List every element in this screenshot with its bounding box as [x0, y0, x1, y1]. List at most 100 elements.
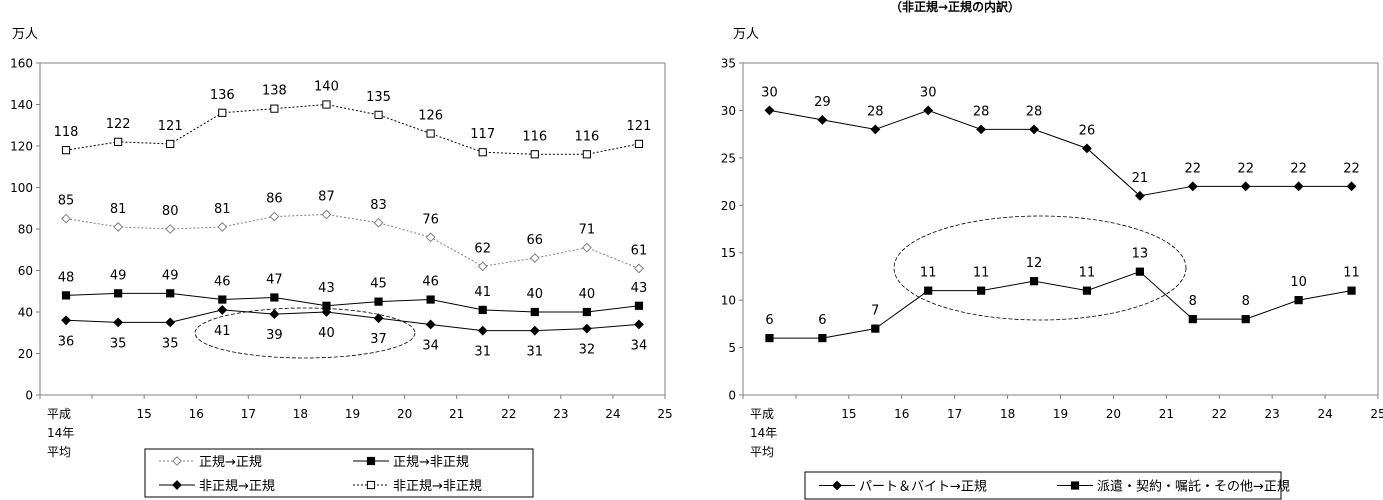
data-label: 28 — [867, 104, 884, 119]
data-label: 11 — [973, 266, 990, 281]
data-label: 40 — [579, 287, 596, 302]
series-line — [66, 292, 640, 313]
data-label: 47 — [266, 272, 283, 287]
data-label: 46 — [214, 275, 231, 290]
data-point — [114, 137, 123, 146]
y-tick-label: 120 — [10, 140, 33, 154]
data-point — [1082, 143, 1092, 154]
y-tick-label: 100 — [10, 181, 33, 195]
data-point — [581, 242, 592, 253]
data-label: 22 — [1185, 161, 1202, 176]
data-label: 22 — [1237, 161, 1254, 176]
data-point — [113, 317, 124, 328]
y-tick-label: 10 — [721, 294, 736, 308]
y-tick-label: 0 — [728, 389, 736, 403]
data-label: 37 — [370, 332, 387, 347]
legend-entry: パート＆バイト→正規 — [859, 480, 987, 495]
data-label: 45 — [370, 277, 387, 292]
data-label: 48 — [58, 270, 75, 285]
data-point — [218, 108, 227, 117]
series-line — [65, 213, 640, 269]
legend-entry: 派遣・契約・嘱託・その他→正規 — [1097, 479, 1290, 495]
y-tick-label: 5 — [728, 341, 736, 355]
series-line — [65, 103, 640, 155]
data-label: 26 — [1079, 123, 1096, 138]
legend-entry: 非正規→正規 — [199, 479, 275, 494]
data-label: 116 — [574, 129, 599, 144]
y-tick-label: 140 — [10, 98, 33, 112]
legend-swatch-marker — [1070, 481, 1080, 490]
data-point — [634, 263, 644, 274]
y-tick-label: 15 — [721, 246, 736, 260]
data-label: 6 — [818, 313, 826, 328]
data-label: 116 — [522, 129, 547, 144]
data-label: 121 — [158, 119, 183, 134]
data-point — [113, 222, 124, 232]
series-line — [769, 271, 1352, 339]
x-tick-label: 17 — [241, 407, 256, 421]
data-point — [634, 139, 644, 149]
x-tick-label: 17 — [947, 407, 962, 421]
data-point — [426, 295, 435, 304]
data-label: 40 — [318, 326, 335, 341]
data-label: 118 — [54, 125, 79, 140]
data-point — [1241, 315, 1250, 324]
data-label: 31 — [474, 345, 491, 360]
x-tick-label: 25 — [657, 407, 672, 421]
data-label: 136 — [210, 88, 235, 103]
x-tick-label: 24 — [605, 407, 620, 421]
data-point — [61, 213, 71, 224]
data-label: 41 — [214, 324, 231, 339]
x-tick-label: 16 — [894, 407, 909, 421]
data-label: 122 — [106, 117, 131, 132]
x-tick-label: 23 — [553, 407, 568, 421]
x-tick-label: 平成 14年平均 — [47, 407, 74, 459]
data-point — [530, 150, 539, 159]
x-tick-label: 20 — [1106, 407, 1121, 421]
y-tick-label: 40 — [18, 306, 33, 320]
data-point — [269, 211, 280, 222]
series-2: 6 6 7 11 11 12 11 13 8 8 10 11 — [765, 247, 1360, 343]
data-label: 36 — [58, 334, 75, 349]
x-tick-label: 21 — [449, 407, 464, 421]
data-label: 76 — [422, 212, 439, 227]
data-point — [582, 307, 591, 317]
data-point — [1134, 190, 1145, 201]
data-point — [1187, 181, 1198, 192]
data-label: 43 — [631, 281, 648, 296]
data-point — [61, 146, 71, 155]
data-label: 61 — [631, 243, 648, 258]
legend-entry: 非正規→非正規 — [393, 479, 482, 494]
legend-swatch-marker — [832, 480, 842, 491]
data-point — [114, 289, 123, 298]
x-tick-label: 15 — [841, 407, 856, 421]
data-label: 81 — [214, 202, 231, 217]
y-tick-label: 0 — [25, 389, 33, 403]
y-tick-label: 80 — [18, 223, 33, 237]
y-tick-label: 30 — [721, 104, 736, 118]
data-label: 13 — [1132, 247, 1149, 262]
data-label: 41 — [474, 285, 491, 300]
data-point — [477, 325, 488, 336]
legend-entry: 正規→非正規 — [393, 455, 469, 470]
data-label: 34 — [422, 338, 439, 353]
data-point — [818, 333, 827, 343]
legend-frame — [804, 471, 1282, 500]
data-label: 30 — [761, 85, 778, 100]
data-point — [1135, 267, 1144, 276]
series-3: 36 35 35 41 39 40 37 34 31 31 32 34 — [58, 305, 647, 360]
data-point — [165, 224, 176, 234]
data-label: 22 — [1343, 161, 1360, 176]
y-tick-label: 35 — [721, 57, 736, 71]
data-point — [817, 115, 828, 125]
data-point — [977, 286, 986, 295]
x-tick-label: 24 — [1317, 407, 1332, 421]
legend-frame — [144, 448, 534, 498]
data-point — [871, 324, 880, 333]
x-tick-label: 23 — [1265, 407, 1280, 421]
data-point — [870, 124, 881, 135]
legend-swatch-marker — [172, 480, 182, 490]
data-point — [270, 104, 279, 113]
data-label: 121 — [627, 119, 652, 134]
